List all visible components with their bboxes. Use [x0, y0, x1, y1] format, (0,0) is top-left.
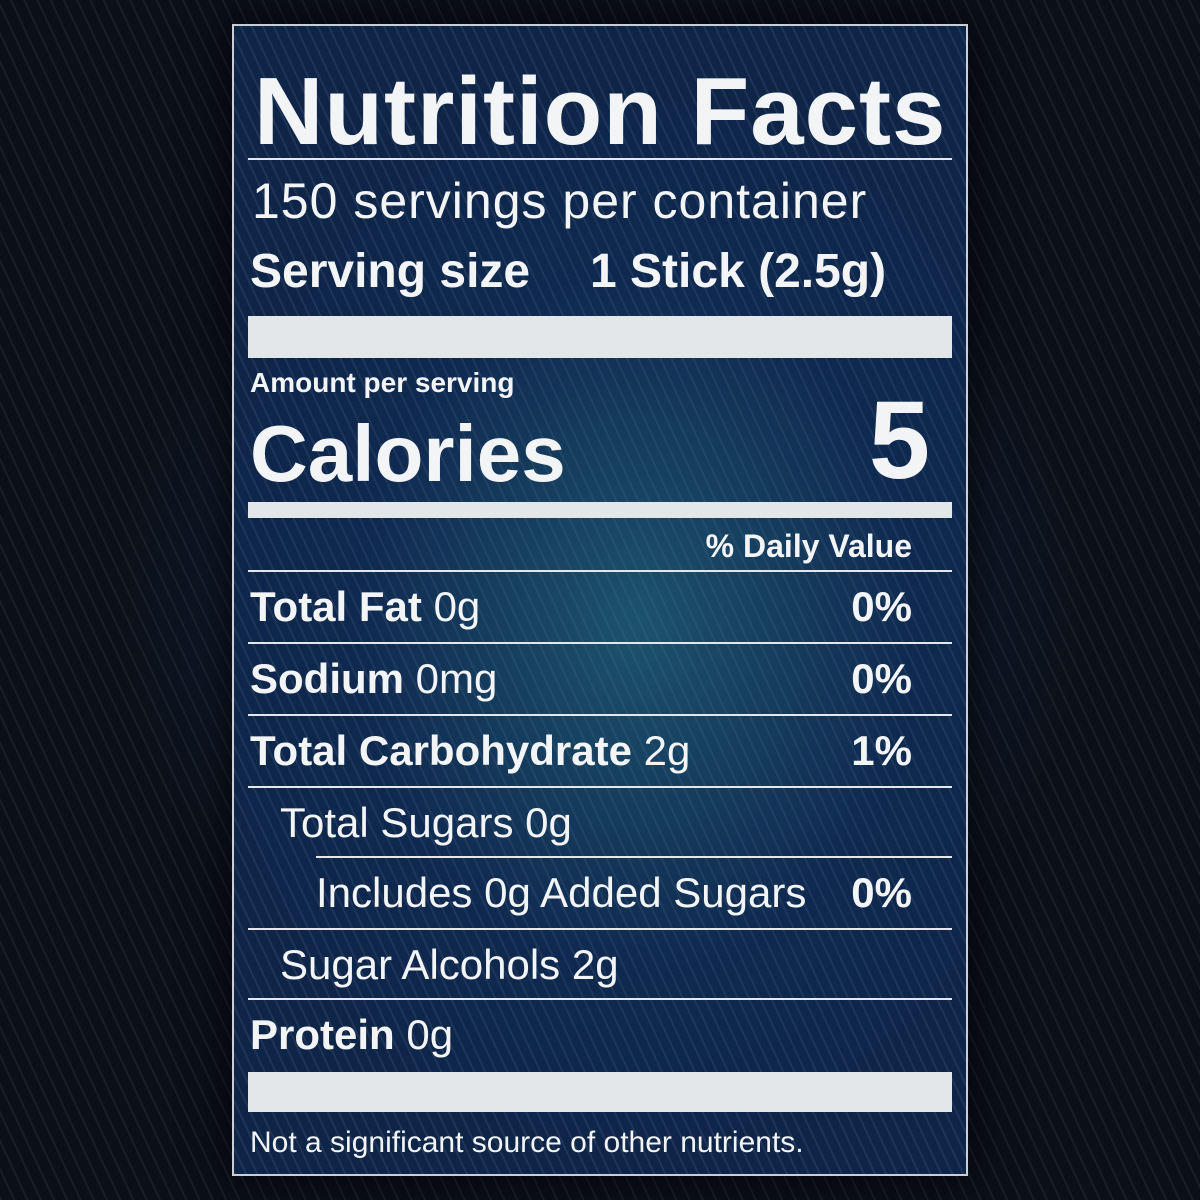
nutrient-text: Includes 0g Added Sugars	[316, 869, 807, 916]
thick-divider-bottom	[248, 1072, 952, 1112]
nutrient-name: Total Fat	[250, 583, 422, 630]
nutrient-row-total-sugars: Total Sugars 0g	[234, 788, 966, 858]
calories-label: Calories	[250, 409, 566, 498]
nutrient-daily-value: 0%	[851, 583, 912, 630]
thick-divider-top	[248, 316, 952, 358]
nutrition-facts-panel: Nutrition Facts 150 servings per contain…	[232, 24, 968, 1176]
row-divider	[248, 642, 952, 644]
footnote: Not a significant source of other nutrie…	[250, 1126, 804, 1159]
nutrient-name: Sodium	[250, 655, 404, 702]
calories-divider	[248, 502, 952, 518]
calories-value: 5	[868, 379, 930, 502]
row-divider	[248, 570, 952, 572]
row-divider	[248, 928, 952, 930]
serving-size-value: 1 Stick (2.5g)	[590, 245, 887, 298]
label-title: Nutrition Facts	[254, 58, 947, 165]
nutrient-amount: 0g	[433, 583, 481, 630]
row-divider	[248, 998, 952, 1000]
nutrient-text: Sugar Alcohols 2g	[280, 941, 619, 988]
daily-value-header: % Daily Value	[705, 528, 912, 564]
row-divider	[316, 856, 952, 858]
row-divider	[248, 786, 952, 788]
nutrient-name: Total Carbohydrate	[250, 727, 632, 774]
title-divider	[248, 158, 952, 160]
nutrient-daily-value: 0%	[851, 869, 912, 916]
nutrient-row-sodium: Sodium 0mg 0%	[234, 644, 966, 714]
nutrient-row-sugar-alcohols: Sugar Alcohols 2g	[234, 930, 966, 1000]
nutrient-text: Total Sugars 0g	[280, 799, 572, 846]
nutrient-row-total-carbohydrate: Total Carbohydrate 2g 1%	[234, 716, 966, 786]
nutrient-row-protein: Protein 0g	[234, 1000, 966, 1070]
nutrient-amount: 0mg	[415, 655, 498, 702]
nutrient-daily-value: 1%	[851, 727, 912, 774]
nutrient-row-total-fat: Total Fat 0g 0%	[234, 572, 966, 642]
nutrient-name: Protein	[250, 1011, 395, 1058]
nutrient-amount: 0g	[406, 1011, 454, 1058]
servings-per-container: 150 servings per container	[252, 173, 868, 229]
nutrient-row-added-sugars: Includes 0g Added Sugars 0%	[234, 858, 966, 928]
nutrient-daily-value: 0%	[851, 655, 912, 702]
amount-per-serving: Amount per serving	[250, 367, 515, 398]
row-divider	[248, 714, 952, 716]
serving-size-label: Serving size	[250, 245, 531, 298]
nutrient-amount: 2g	[643, 727, 691, 774]
